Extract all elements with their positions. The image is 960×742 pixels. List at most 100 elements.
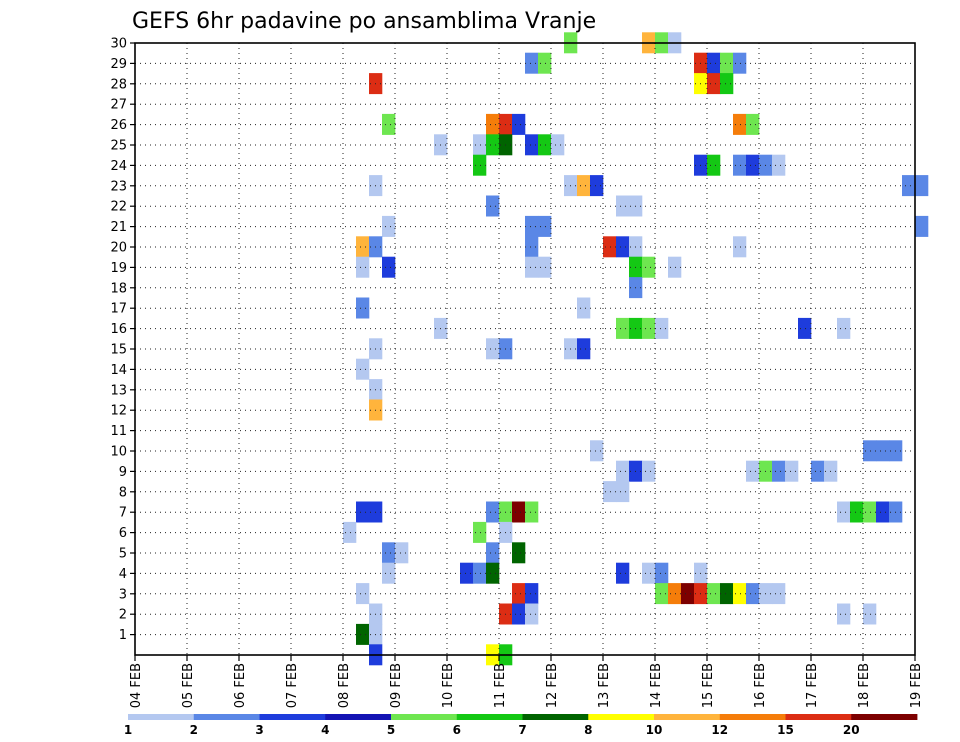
colorbar-swatch	[259, 714, 326, 720]
heatmap-cell	[382, 113, 396, 135]
heatmap-cell	[473, 562, 487, 584]
y-tick-label: 5	[119, 547, 127, 562]
colorbar-label: 6	[453, 723, 461, 737]
heatmap-cell	[616, 317, 630, 339]
heatmap-cell	[746, 154, 760, 176]
y-tick-label: 12	[110, 404, 127, 419]
x-tick-label: 19 FEB	[909, 663, 924, 708]
heatmap-cell	[512, 542, 526, 564]
heatmap-cell	[590, 175, 604, 197]
heatmap-cell	[538, 256, 552, 278]
colorbar-swatch	[654, 714, 721, 720]
y-tick-label: 29	[110, 57, 127, 72]
colorbar-label: 4	[321, 723, 329, 737]
x-tick-label: 18 FEB	[857, 663, 872, 708]
heatmap-cell	[603, 481, 617, 503]
heatmap-cell	[356, 297, 370, 319]
heatmap-cell	[486, 134, 500, 156]
colorbar-swatch	[456, 714, 523, 720]
heatmap-cell	[356, 358, 370, 380]
heatmap-cell	[642, 460, 656, 482]
heatmap-cell	[525, 583, 539, 605]
heatmap-cell	[850, 501, 864, 523]
x-tick-label: 11 FEB	[493, 663, 508, 708]
heatmap-cell	[707, 154, 721, 176]
heatmap-cell	[356, 623, 370, 645]
heatmap-cell	[577, 175, 591, 197]
heatmap-cell	[876, 440, 890, 462]
x-tick-label: 12 FEB	[545, 663, 560, 708]
heatmap-cell	[525, 215, 539, 237]
heatmap-cell	[642, 317, 656, 339]
heatmap-cell	[356, 501, 370, 523]
heatmap-cell	[668, 583, 682, 605]
heatmap-cell	[486, 542, 500, 564]
y-tick-label: 21	[110, 220, 127, 235]
heatmap-cell	[538, 215, 552, 237]
chart-title: GEFS 6hr padavine po ansamblima Vranje	[132, 9, 596, 34]
heatmap-cell	[382, 215, 396, 237]
heatmap-cell	[356, 583, 370, 605]
heatmap-cell	[603, 236, 617, 258]
x-tick-label: 04 FEB	[129, 663, 144, 708]
heatmap-cells	[343, 32, 929, 666]
x-tick-label: 09 FEB	[389, 663, 404, 708]
x-tick-label: 13 FEB	[597, 663, 612, 708]
heatmap-cell	[382, 562, 396, 584]
heatmap-cell	[486, 113, 500, 135]
x-tick-label: 06 FEB	[233, 663, 248, 708]
heatmap-cell	[616, 562, 630, 584]
heatmap-cell	[616, 481, 630, 503]
heatmap-cell	[512, 583, 526, 605]
colorbar: 1 2 3 4 5 6 7 8 10 12 15 20	[124, 714, 918, 737]
y-tick-label: 23	[110, 179, 127, 194]
y-tick-label: 7	[119, 506, 127, 521]
heatmap-cell	[473, 154, 487, 176]
heatmap-cell	[746, 583, 760, 605]
heatmap-cell	[577, 338, 591, 360]
x-tick-label: 10 FEB	[441, 663, 456, 708]
heatmap-cell	[525, 52, 539, 74]
y-tick-label: 13	[110, 383, 127, 398]
heatmap-cell	[733, 52, 747, 74]
heatmap-cell	[486, 338, 500, 360]
colorbar-swatch	[719, 714, 786, 720]
colorbar-swatch	[391, 714, 458, 720]
heatmap-cell	[538, 134, 552, 156]
heatmap-cell	[356, 236, 370, 258]
colorbar-label: 20	[843, 723, 860, 737]
y-tick-label: 24	[110, 159, 127, 174]
colorbar-label: 7	[518, 723, 526, 737]
y-tick-label: 8	[119, 485, 127, 500]
heatmap-cell	[798, 317, 812, 339]
heatmap-cell	[863, 501, 877, 523]
heatmap-cell	[525, 256, 539, 278]
y-tick-label: 20	[110, 241, 127, 256]
heatmap-cell	[733, 113, 747, 135]
heatmap-cell	[772, 460, 786, 482]
heatmap-cell	[733, 236, 747, 258]
y-tick-label: 2	[119, 608, 127, 623]
colorbar-swatch	[588, 714, 655, 720]
colorbar-label: 2	[190, 723, 198, 737]
y-axis: 1234567891011121314151617181920212223242…	[110, 37, 135, 643]
y-tick-label: 9	[119, 465, 127, 480]
heatmap-cell	[538, 52, 552, 74]
colorbar-label: 3	[255, 723, 263, 737]
heatmap-cell	[486, 562, 500, 584]
heatmap-cell	[837, 317, 851, 339]
y-tick-label: 30	[110, 37, 127, 52]
heatmap-cell	[772, 154, 786, 176]
heatmap-cell	[395, 542, 409, 564]
colorbar-swatch	[128, 714, 195, 720]
y-tick-label: 18	[110, 281, 127, 296]
x-tick-label: 05 FEB	[181, 663, 196, 708]
heatmap-cell	[512, 603, 526, 625]
heatmap-cell	[720, 52, 734, 74]
heatmap-cell	[616, 195, 630, 217]
y-tick-label: 16	[110, 322, 127, 337]
heatmap-cell	[655, 562, 669, 584]
heatmap-cell	[512, 501, 526, 523]
colorbar-label: 12	[711, 723, 728, 737]
heatmap-cell	[473, 134, 487, 156]
